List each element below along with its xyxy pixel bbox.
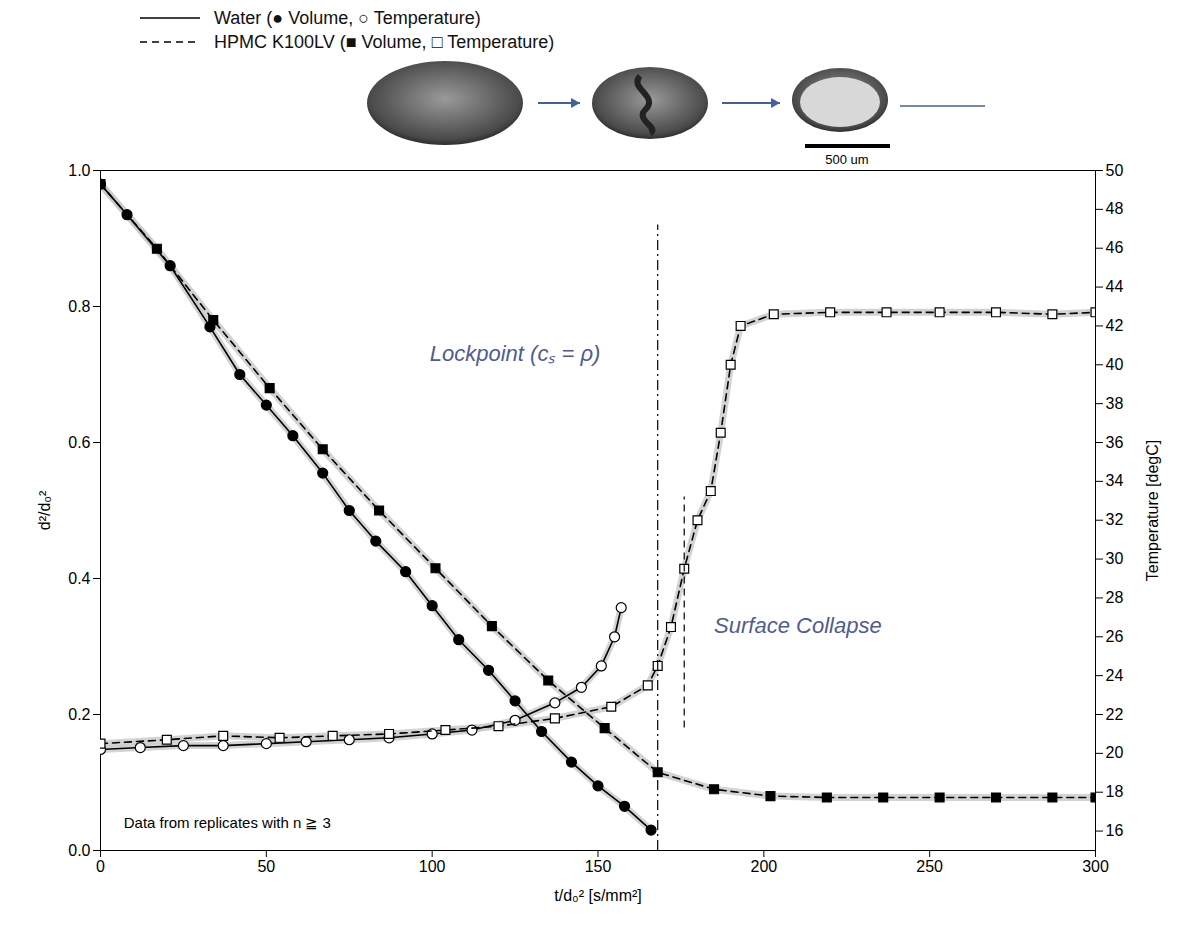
svg-text:36: 36 [1106,434,1124,451]
svg-text:32: 32 [1106,511,1124,528]
svg-text:30: 30 [1106,550,1124,567]
svg-text:50: 50 [257,858,275,875]
Water: Water (● Volume, ○ Temperature) [214,8,481,29]
svg-text:0.2: 0.2 [68,706,90,723]
svg-text:26: 26 [1106,628,1124,645]
svg-text:38: 38 [1106,395,1124,412]
svg-text:1.0: 1.0 [68,162,90,179]
svg-text:300: 300 [1082,858,1109,875]
svg-text:0.6: 0.6 [68,434,90,451]
svg-text:Lockpoint (cₛ = ρ): Lockpoint (cₛ = ρ) [430,341,601,366]
svg-text:150: 150 [585,858,612,875]
svg-text:250: 250 [916,858,943,875]
svg-text:20: 20 [1106,744,1124,761]
svg-text:Surface Collapse: Surface Collapse [714,613,882,638]
svg-text:0: 0 [96,858,105,875]
svg-text:500 um: 500 um [825,152,868,167]
svg-text:28: 28 [1106,589,1124,606]
svg-text:d²/d₀²: d²/d₀² [36,490,53,530]
svg-text:0.4: 0.4 [68,570,90,587]
svg-text:46: 46 [1106,239,1124,256]
svg-text:Data from replicates with n ≧: Data from replicates with n ≧ 3 [124,814,331,831]
svg-text:44: 44 [1106,278,1124,295]
svg-text:0.8: 0.8 [68,298,90,315]
svg-text:0.0: 0.0 [68,842,90,859]
svg-text:40: 40 [1106,356,1124,373]
svg-text:200: 200 [750,858,777,875]
svg-text:100: 100 [419,858,446,875]
svg-text:16: 16 [1106,822,1124,839]
svg-text:t/d₀² [s/mm²]: t/d₀² [s/mm²] [554,887,642,904]
svg-text:18: 18 [1106,783,1124,800]
svg-text:48: 48 [1106,200,1124,217]
svg-text:22: 22 [1106,706,1124,723]
svg-text:34: 34 [1106,472,1124,489]
svg-text:50: 50 [1106,162,1124,179]
svg-text:42: 42 [1106,317,1124,334]
svg-text:24: 24 [1106,667,1124,684]
svg-text:Temperature [degC]: Temperature [degC] [1144,440,1161,581]
HPMC K100LV: HPMC K100LV (■ Volume, □ Temperature) [214,32,554,53]
